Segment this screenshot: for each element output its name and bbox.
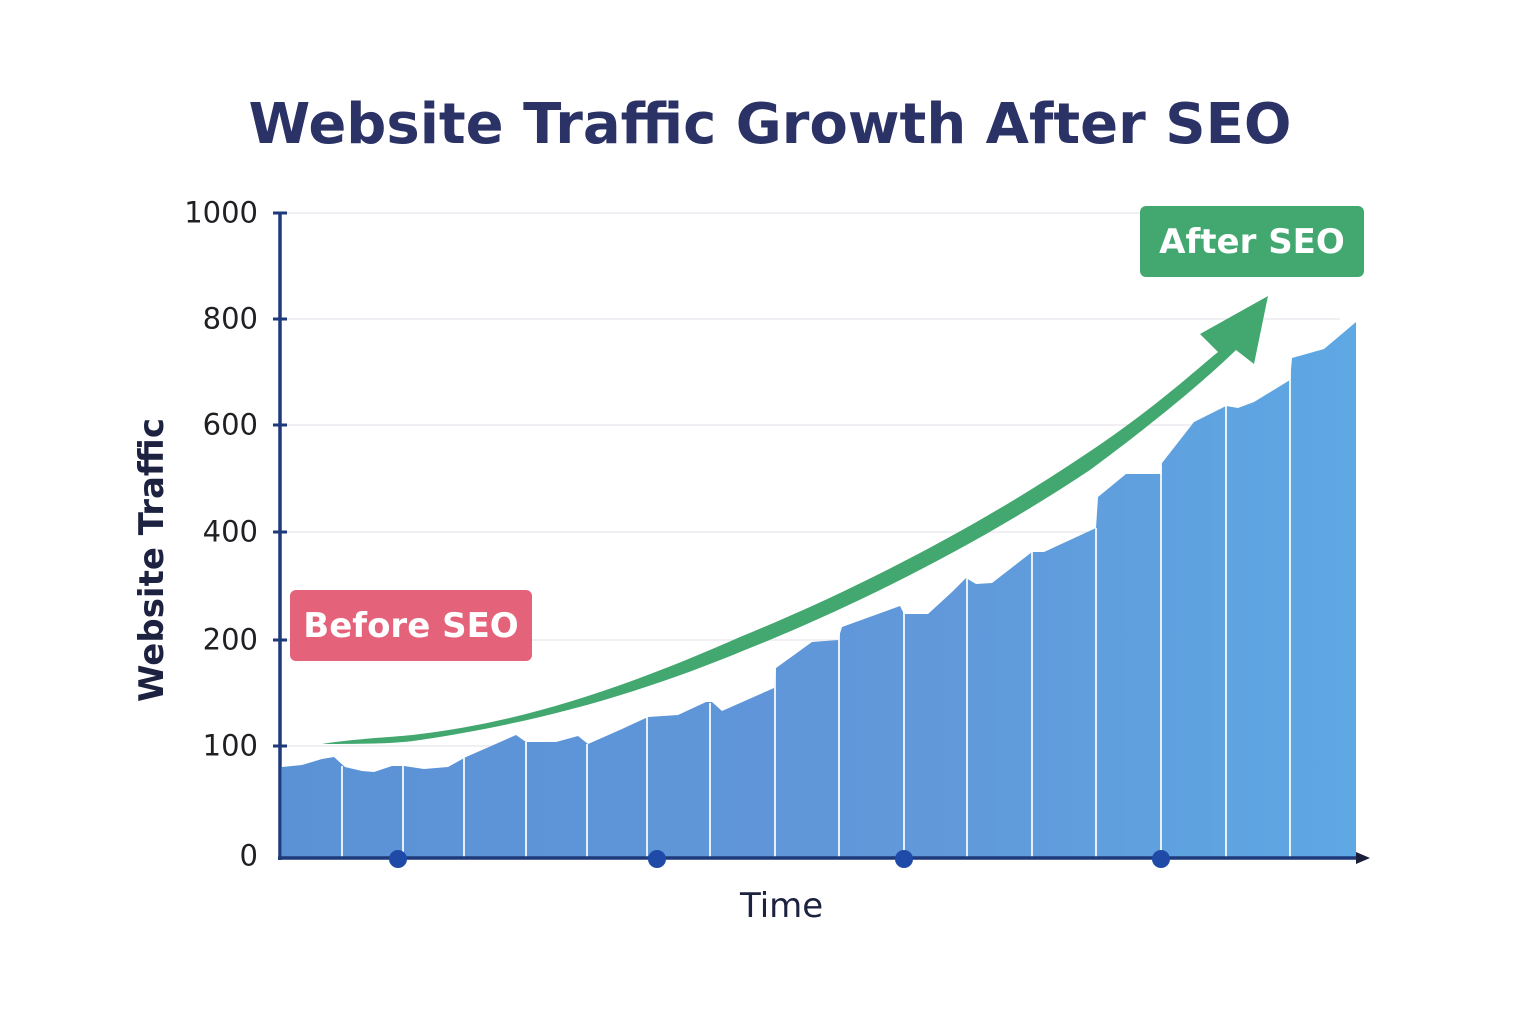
- x-axis-arrowhead-icon: [1356, 852, 1370, 864]
- traffic-area: [282, 322, 1356, 858]
- x-axis-label: Time: [740, 886, 824, 926]
- before-seo-badge: Before SEO: [290, 590, 532, 661]
- y-tick-100: 100: [202, 728, 258, 763]
- chart-title: Website Traffic Growth After SEO: [248, 92, 1292, 157]
- y-tick-200: 200: [202, 622, 258, 657]
- x-axis-markers: [389, 850, 1170, 868]
- y-tick-0: 0: [239, 838, 258, 873]
- y-axis-ticks: [273, 211, 287, 748]
- y-tick-600: 600: [202, 407, 258, 442]
- axes: [278, 213, 1360, 860]
- y-tick-400: 400: [202, 514, 258, 549]
- y-tick-800: 800: [202, 301, 258, 336]
- y-tick-1000: 1000: [184, 195, 258, 230]
- time-dividers: [341, 360, 1291, 857]
- after-seo-badge: After SEO: [1140, 206, 1364, 277]
